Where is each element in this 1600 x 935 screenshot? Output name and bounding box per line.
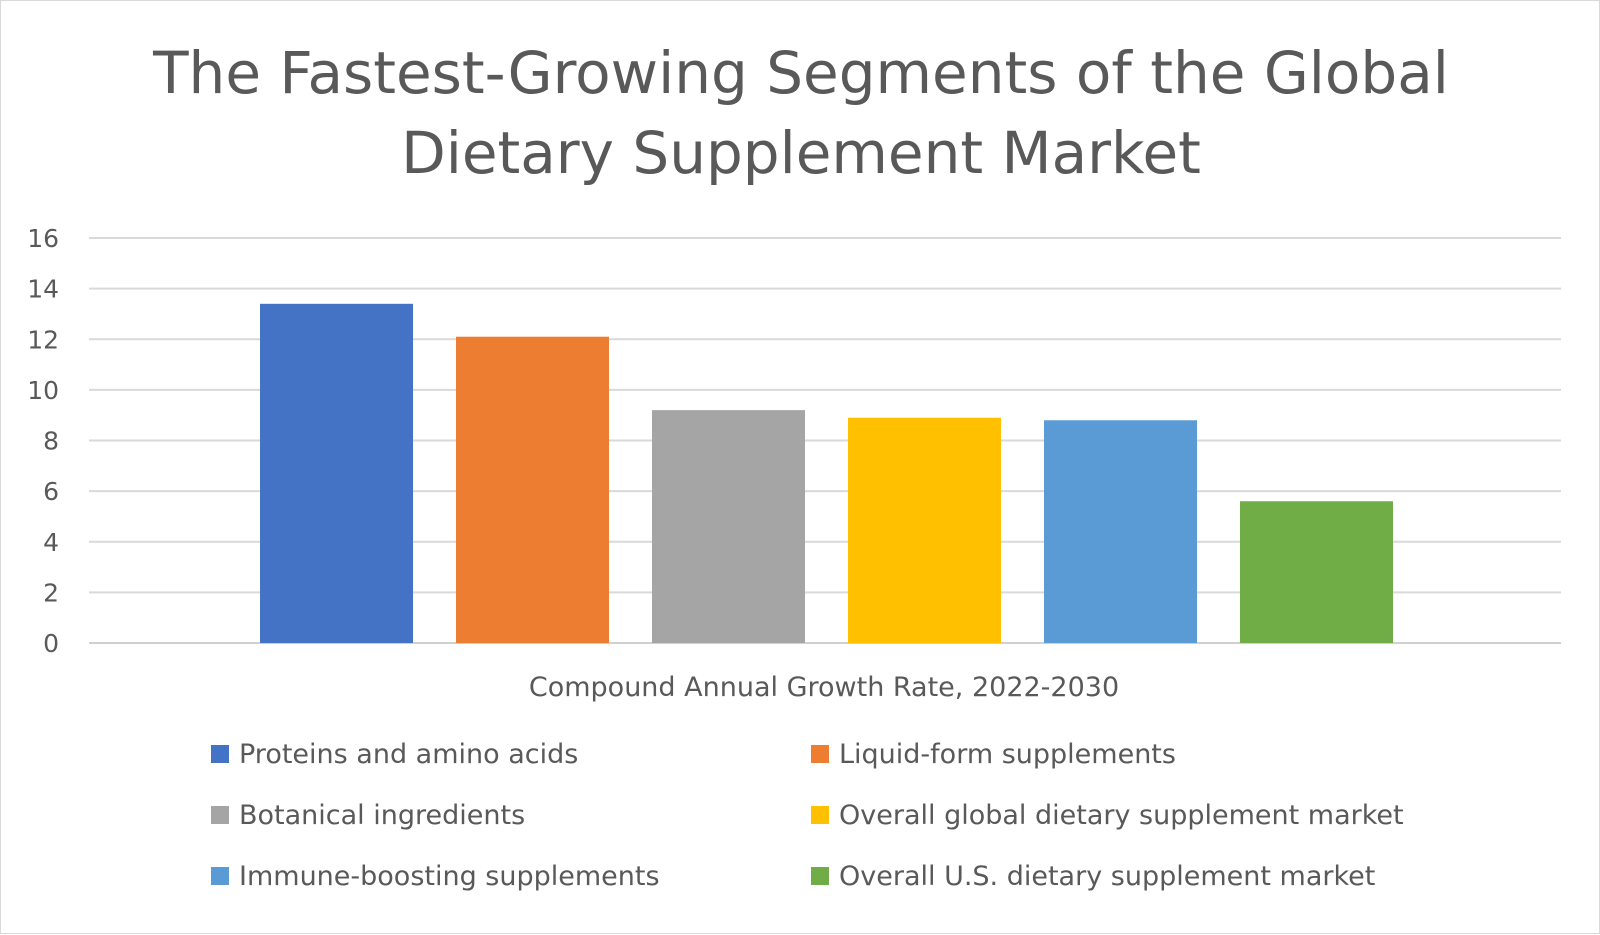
y-tick-label: 4: [43, 528, 59, 557]
bar-botanical-ingredients: [652, 410, 805, 643]
y-tick-label: 2: [43, 578, 59, 607]
legend-item: Immune-boosting supplements: [211, 857, 811, 895]
legend: Proteins and amino acids Liquid-form supp…: [211, 735, 1511, 895]
legend-item: Liquid-form supplements: [811, 735, 1461, 773]
y-tick-label: 10: [27, 376, 59, 405]
bar-proteins-and-amino-acids: [260, 303, 413, 643]
x-axis-label: Compound Annual Growth Rate, 2022-2030: [529, 672, 1119, 703]
legend-item: Overall U.S. dietary supplement market: [811, 857, 1461, 895]
legend-label: Overall U.S. dietary supplement market: [839, 860, 1376, 892]
chart-title-line-2: Dietary Supplement Market: [401, 119, 1201, 187]
bar-immune-boosting-supplements: [1044, 420, 1197, 643]
chart-title-line-1: The Fastest-Growing Segments of the Glob…: [153, 39, 1449, 107]
legend-item: Overall global dietary supplement market: [811, 796, 1461, 834]
legend-label: Botanical ingredients: [239, 799, 526, 831]
bar-overall-u-s-dietary-supplement-market: [1240, 501, 1393, 643]
legend-item: Proteins and amino acids: [211, 735, 811, 773]
legend-label: Proteins and amino acids: [239, 738, 579, 770]
legend-label: Overall global dietary supplement market: [839, 799, 1404, 831]
y-tick-label: 16: [27, 224, 59, 253]
legend-label: Liquid-form supplements: [839, 738, 1176, 770]
legend-swatch: [211, 867, 229, 885]
legend-swatch: [811, 745, 829, 763]
bars: [260, 303, 1393, 643]
y-tick-label: 0: [43, 629, 59, 658]
legend-swatch: [811, 867, 829, 885]
y-axis-ticks: 0 2 4 6 8 10 12 14 16: [27, 224, 59, 658]
legend-label: Immune-boosting supplements: [239, 860, 660, 892]
legend-swatch: [211, 745, 229, 763]
legend-item: Botanical ingredients: [211, 796, 811, 834]
y-tick-label: 14: [27, 275, 59, 304]
chart-title: The Fastest-Growing Segments of the Glob…: [1, 33, 1600, 193]
y-tick-label: 6: [43, 477, 59, 506]
bar-overall-global-dietary-supplement-market: [848, 417, 1001, 643]
y-tick-label: 8: [43, 427, 59, 456]
legend-swatch: [811, 806, 829, 824]
y-tick-label: 12: [27, 325, 59, 354]
bar-liquid-form-supplements: [456, 336, 609, 643]
legend-swatch: [211, 806, 229, 824]
